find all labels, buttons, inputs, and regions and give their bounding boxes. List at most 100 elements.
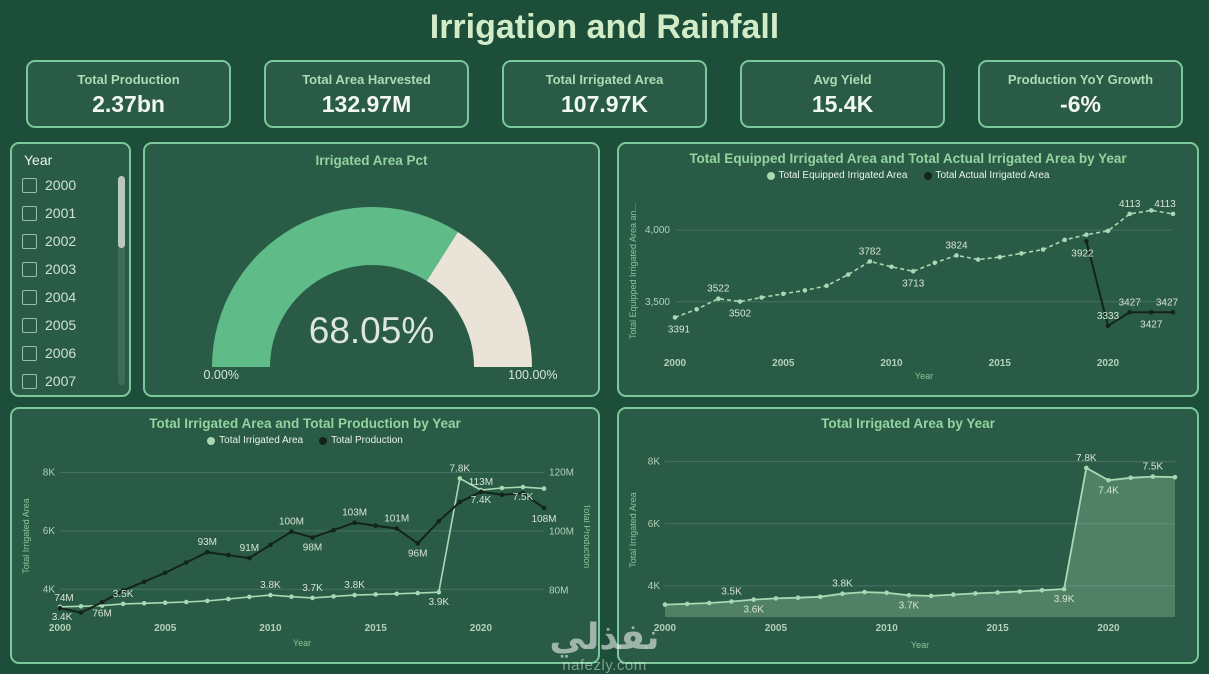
- legend-label: Total Equipped Irrigated Area: [778, 170, 908, 181]
- year-option-label: 2004: [45, 289, 77, 305]
- year-option-label: 2000: [45, 177, 77, 193]
- legend-dot-icon: [766, 171, 775, 180]
- svg-text:7.5K: 7.5K: [1143, 462, 1164, 473]
- svg-text:3.7K: 3.7K: [899, 600, 920, 611]
- year-option-label: 2006: [45, 345, 77, 361]
- checkbox-icon[interactable]: [22, 345, 37, 361]
- year-checkbox-2001[interactable]: 2001: [22, 199, 123, 227]
- year-checkbox-2004[interactable]: 2004: [22, 283, 123, 311]
- svg-text:2010: 2010: [259, 623, 282, 634]
- year-checkbox-2002[interactable]: 2002: [22, 227, 123, 255]
- svg-text:3502: 3502: [729, 309, 752, 320]
- svg-text:3.9K: 3.9K: [1054, 594, 1075, 605]
- legend-item-production[interactable]: Total Production: [319, 435, 403, 446]
- svg-text:3.5K: 3.5K: [113, 589, 134, 600]
- equipped-vs-actual-plot[interactable]: 3,500 4,000 2000 2005 2010 2015 2020 Year Total …: [627, 182, 1189, 382]
- svg-text:3824: 3824: [945, 240, 968, 251]
- year-option-label: 2002: [45, 233, 77, 249]
- legend-dot-icon: [319, 436, 328, 445]
- chart-title: Total Irrigated Area by Year: [821, 416, 995, 431]
- svg-text:3.8K: 3.8K: [344, 580, 365, 591]
- svg-text:3.8K: 3.8K: [260, 580, 281, 591]
- chart-irrigated-and-production-card: Total Irrigated Area and Total Productio…: [10, 407, 600, 664]
- checkbox-icon[interactable]: [22, 177, 37, 193]
- kpi-label: Total Production: [77, 72, 180, 87]
- svg-text:101M: 101M: [384, 514, 409, 525]
- svg-text:2015: 2015: [986, 623, 1009, 634]
- gauge-card: Irrigated Area Pct 68.05% 0.00% 100.00%: [143, 142, 600, 397]
- svg-text:4113: 4113: [1119, 199, 1141, 210]
- chart-irrigated-area-card: Total Irrigated Area by Year 4K 6K 8K 2000 2…: [617, 407, 1199, 664]
- svg-text:8K: 8K: [43, 468, 56, 479]
- year-checkbox-2003[interactable]: 2003: [22, 255, 123, 283]
- checkbox-icon[interactable]: [22, 261, 37, 277]
- svg-text:8K: 8K: [648, 457, 661, 468]
- svg-text:120M: 120M: [549, 468, 574, 479]
- svg-text:3.9K: 3.9K: [429, 597, 450, 608]
- legend-item-equipped[interactable]: Total Equipped Irrigated Area: [766, 170, 908, 181]
- svg-text:3522: 3522: [707, 284, 730, 295]
- year-option-label: 2001: [45, 205, 77, 221]
- svg-text:4,000: 4,000: [645, 225, 670, 236]
- chart-title: Total Irrigated Area and Total Productio…: [149, 416, 461, 431]
- year-option-label: 2003: [45, 261, 77, 277]
- svg-text:113M: 113M: [469, 477, 493, 488]
- legend-item-actual[interactable]: Total Actual Irrigated Area: [923, 170, 1049, 181]
- gauge-value: 68.05%: [308, 310, 435, 351]
- year-checkbox-2006[interactable]: 2006: [22, 339, 123, 367]
- svg-text:80M: 80M: [549, 586, 568, 597]
- svg-text:7.4K: 7.4K: [1098, 485, 1119, 496]
- svg-text:2010: 2010: [876, 623, 899, 634]
- svg-text:3427: 3427: [1140, 319, 1163, 330]
- checkbox-icon[interactable]: [22, 317, 37, 333]
- svg-text:Total Production: Total Production: [582, 504, 590, 569]
- kpi-label: Total Irrigated Area: [545, 72, 664, 87]
- checkbox-icon[interactable]: [22, 205, 37, 221]
- scrollbar-track[interactable]: [118, 176, 125, 385]
- svg-text:100M: 100M: [549, 527, 574, 538]
- svg-text:2010: 2010: [880, 358, 903, 369]
- svg-text:96M: 96M: [408, 548, 427, 559]
- scrollbar-thumb[interactable]: [118, 176, 125, 248]
- kpi-card-production-yoy-growth: Production YoY Growth -6%: [978, 60, 1183, 128]
- year-option-label: 2007: [45, 373, 77, 389]
- irrigated-area-plot[interactable]: 4K 6K 8K 2000 2005 2010 2015 2020 Year Total Irri…: [627, 433, 1189, 651]
- kpi-label: Avg Yield: [813, 72, 872, 87]
- kpi-row: Total Production 2.37bn Total Area Harve…: [26, 60, 1183, 128]
- checkbox-icon[interactable]: [22, 233, 37, 249]
- svg-text:3.8K: 3.8K: [832, 579, 853, 590]
- svg-text:91M: 91M: [240, 543, 259, 554]
- svg-text:4K: 4K: [43, 584, 56, 595]
- kpi-value: -6%: [1060, 91, 1101, 117]
- legend-label: Total Production: [331, 435, 403, 446]
- year-checkbox-2005[interactable]: 2005: [22, 311, 123, 339]
- gauge-title: Irrigated Area Pct: [315, 153, 428, 168]
- chart-equipped-vs-actual-card: Total Equipped Irrigated Area and Total …: [617, 142, 1199, 397]
- gauge-max-label: 100.00%: [508, 368, 558, 382]
- svg-text:7.5K: 7.5K: [513, 492, 534, 503]
- svg-text:3333: 3333: [1097, 311, 1120, 322]
- year-checkbox-2007[interactable]: 2007: [22, 367, 123, 395]
- svg-text:2015: 2015: [989, 358, 1012, 369]
- checkbox-icon[interactable]: [22, 289, 37, 305]
- kpi-value: 132.97M: [321, 91, 412, 117]
- svg-text:7.4K: 7.4K: [471, 495, 492, 506]
- chart-title: Total Equipped Irrigated Area and Total …: [689, 151, 1127, 166]
- svg-text:2020: 2020: [1097, 358, 1120, 369]
- svg-text:7.8K: 7.8K: [1076, 453, 1097, 464]
- svg-text:2020: 2020: [1097, 623, 1120, 634]
- svg-text:Total Irrigated Area: Total Irrigated Area: [21, 498, 31, 574]
- year-checkbox-2000[interactable]: 2000: [22, 171, 123, 199]
- page-title: Irrigation and Rainfall: [429, 8, 780, 46]
- checkbox-icon[interactable]: [22, 373, 37, 389]
- svg-text:2000: 2000: [49, 623, 72, 634]
- irrigated-and-production-plot[interactable]: 4K 6K 8K 80M 100M 120M 2000 2005 2010 2015 2020 Yea…: [20, 447, 590, 649]
- svg-text:2005: 2005: [154, 623, 177, 634]
- svg-text:3.4K: 3.4K: [52, 612, 73, 623]
- legend-dot-icon: [207, 436, 216, 445]
- svg-text:3.6K: 3.6K: [743, 605, 764, 616]
- svg-text:Year: Year: [915, 371, 933, 381]
- svg-text:3922: 3922: [1071, 248, 1094, 259]
- legend-item-irrigated-area[interactable]: Total Irrigated Area: [207, 435, 303, 446]
- svg-text:3427: 3427: [1119, 297, 1142, 308]
